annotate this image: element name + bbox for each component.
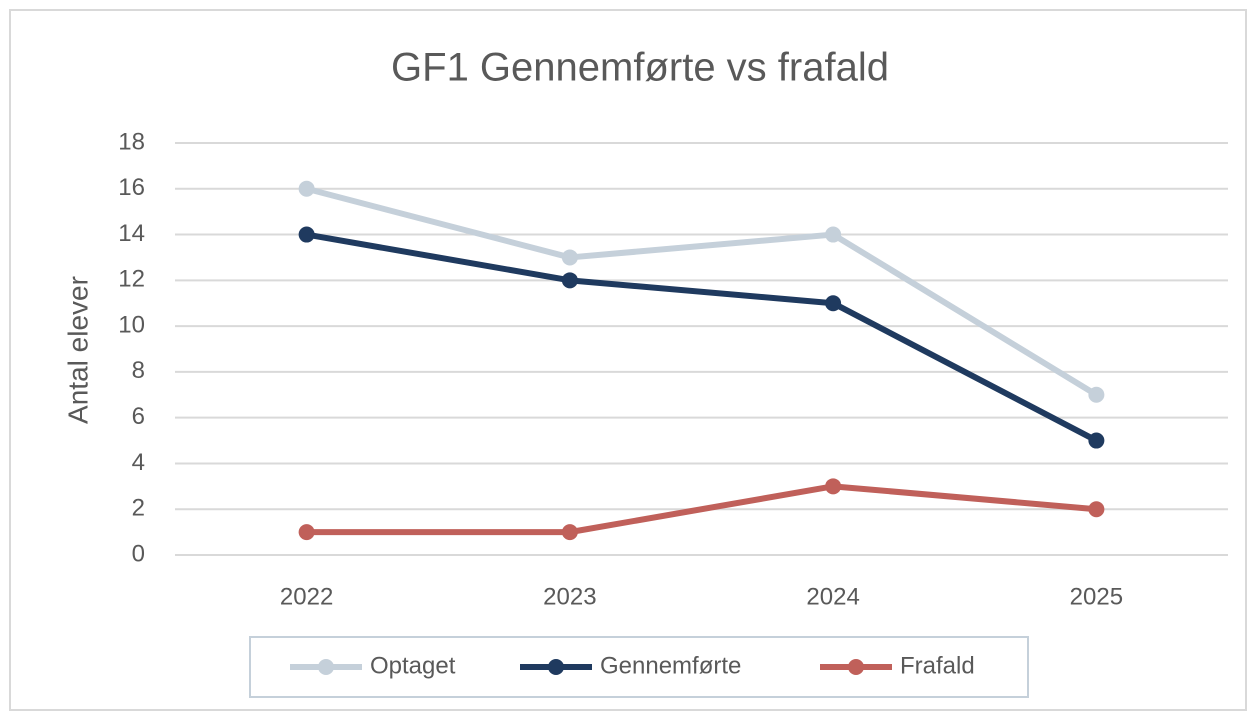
x-tick-label: 2023 <box>543 583 596 610</box>
legend-label: Optaget <box>370 652 456 679</box>
series-marker <box>298 524 315 541</box>
series-marker <box>1088 386 1105 403</box>
series-line <box>305 185 1098 398</box>
y-tick-label: 8 <box>132 357 145 384</box>
series-marker <box>561 272 578 289</box>
chart-title: GF1 Gennemførte vs frafald <box>391 46 889 90</box>
series-line <box>306 231 1098 444</box>
legend-marker <box>548 659 564 675</box>
series-marker <box>298 226 315 243</box>
y-tick-label: 10 <box>118 311 145 338</box>
y-tick-label: 0 <box>132 540 145 567</box>
series-marker <box>825 295 842 312</box>
y-tick-label: 16 <box>118 174 145 201</box>
y-tick-label: 2 <box>132 495 145 522</box>
y-tick-label: 12 <box>118 266 145 293</box>
y-tick-label: 14 <box>118 220 145 247</box>
series-marker <box>825 226 842 243</box>
series-marker <box>1088 432 1105 449</box>
y-tick-label: 18 <box>118 128 145 155</box>
series-marker <box>561 524 578 541</box>
legend-marker <box>848 659 864 675</box>
legend-label: Frafald <box>900 652 975 679</box>
x-tick-label: 2024 <box>806 583 859 610</box>
series-marker <box>825 478 842 495</box>
chart-border <box>9 9 1247 711</box>
series-line <box>306 483 1097 536</box>
x-tick-label: 2025 <box>1070 583 1123 610</box>
legend-label: Gennemførte <box>600 652 741 679</box>
series-marker <box>561 249 578 266</box>
y-tick-label: 4 <box>132 449 145 476</box>
y-tick-label: 6 <box>132 403 145 430</box>
series-marker <box>298 180 315 197</box>
legend-box <box>249 636 1029 698</box>
legend-marker <box>318 659 334 675</box>
x-tick-label: 2022 <box>280 583 333 610</box>
series-marker <box>1088 501 1105 518</box>
y-axis-label: Antal elever <box>62 276 93 424</box>
